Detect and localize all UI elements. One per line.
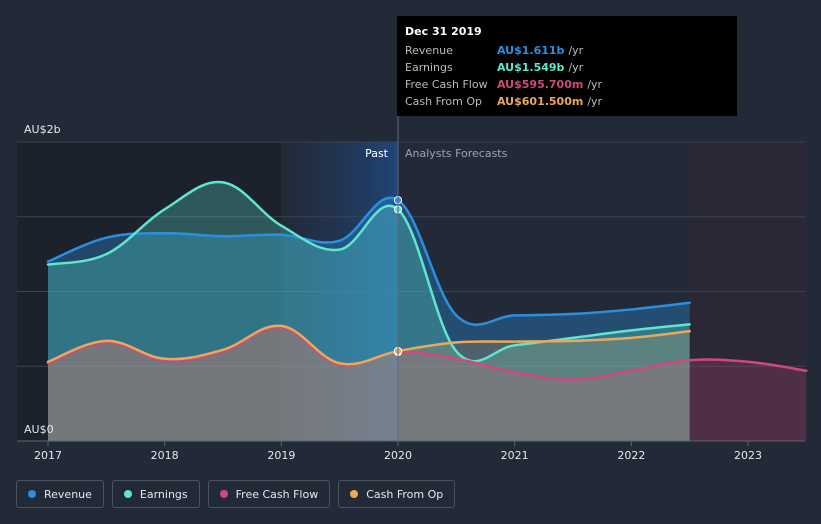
y-axis-bottom-label: AU$0 — [24, 423, 54, 436]
x-tick-label: 2017 — [34, 449, 62, 462]
legend-label: Revenue — [44, 487, 92, 501]
tooltip-row-free-cash-flow: Free Cash Flow AU$595.700m /yr — [405, 76, 729, 93]
legend: Revenue Earnings Free Cash Flow Cash Fro… — [16, 480, 456, 508]
revenue-line — [46, 196, 691, 326]
past-label: Past — [365, 147, 389, 160]
x-tick-label: 2019 — [267, 449, 295, 462]
earnings-dot-icon — [123, 490, 132, 498]
x-tick-label: 2021 — [501, 449, 529, 462]
tooltip: Dec 31 2019 Revenue AU$1.611b /yr Earnin… — [397, 16, 737, 116]
tooltip-unit: /yr — [587, 95, 603, 108]
tooltip-unit: /yr — [568, 44, 584, 57]
tooltip-date: Dec 31 2019 — [405, 25, 482, 38]
tooltip-row-revenue: Revenue AU$1.611b /yr — [405, 42, 729, 59]
cash-from-op-line — [46, 324, 691, 366]
legend-item-free-cash-flow[interactable]: Free Cash Flow — [207, 480, 331, 508]
x-tick-label: 2020 — [384, 449, 412, 462]
cash-from-op-dot-icon — [350, 490, 359, 498]
tooltip-value: AU$601.500m — [497, 95, 584, 108]
x-tick-label: 2022 — [617, 449, 645, 462]
tooltip-value: AU$1.611b — [497, 44, 565, 57]
legend-label: Earnings — [139, 487, 188, 501]
revenue-area — [48, 197, 690, 441]
tooltip-row-earnings: Earnings AU$1.549b /yr — [405, 59, 729, 76]
tooltip-value: AU$595.700m — [497, 78, 584, 91]
free-cash-flow-dot-icon — [219, 490, 228, 498]
legend-item-earnings[interactable]: Earnings — [111, 480, 200, 508]
x-tick-label: 2018 — [151, 449, 179, 462]
earnings-line — [46, 180, 691, 363]
tooltip-unit: /yr — [587, 78, 603, 91]
tooltip-row-cash-from-op: Cash From Op AU$601.500m /yr — [405, 93, 729, 110]
tooltip-label: Revenue — [405, 44, 453, 57]
legend-label: Free Cash Flow — [235, 487, 319, 501]
legend-label: Cash From Op — [366, 487, 444, 501]
tooltip-label: Free Cash Flow — [405, 78, 488, 91]
free-cash-flow-area — [48, 327, 807, 441]
x-tick-label: 2023 — [734, 449, 762, 462]
tooltip-unit: /yr — [568, 61, 584, 74]
free-cash-flow-line — [46, 326, 808, 381]
y-axis-top-label: AU$2b — [24, 123, 61, 136]
legend-item-cash-from-op[interactable]: Cash From Op — [338, 480, 456, 508]
forecast-label: Analysts Forecasts — [405, 147, 508, 160]
tooltip-label: Earnings — [405, 61, 453, 74]
tooltip-label: Cash From Op — [405, 95, 483, 108]
legend-item-revenue[interactable]: Revenue — [16, 480, 104, 508]
tooltip-value: AU$1.549b — [497, 61, 565, 74]
revenue-dot-icon — [28, 490, 36, 498]
earnings-area — [48, 182, 690, 441]
